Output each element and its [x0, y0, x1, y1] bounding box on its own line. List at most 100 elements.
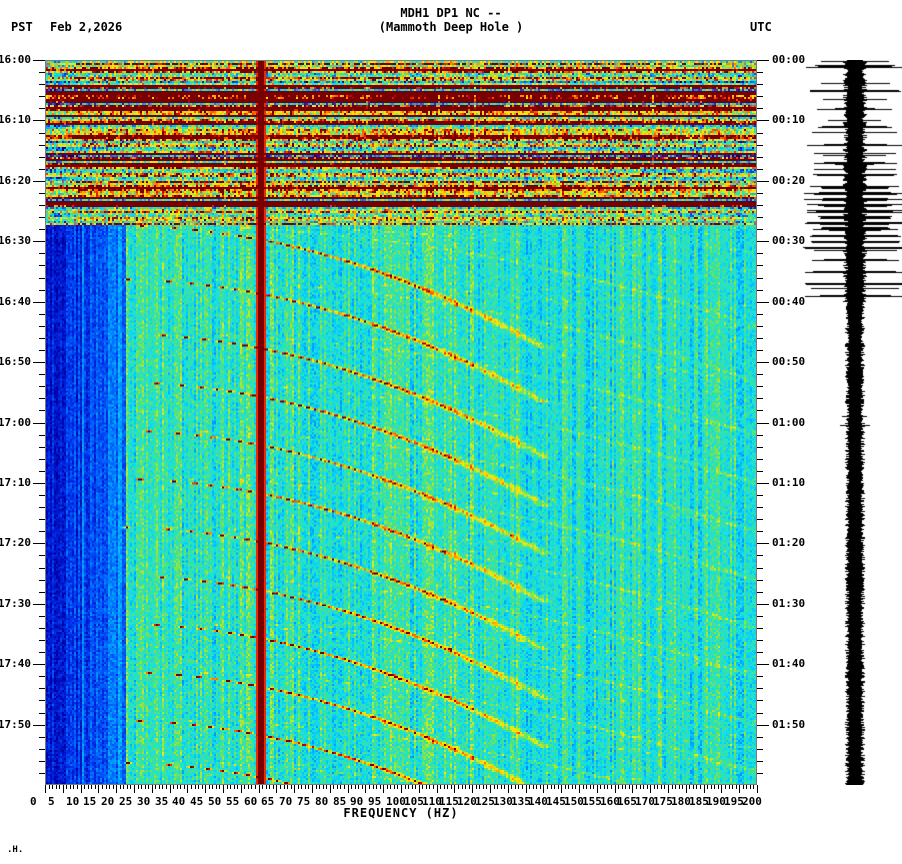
axis-tick	[102, 785, 103, 789]
axis-tick	[166, 785, 167, 789]
axis-tick	[88, 785, 89, 789]
time-label-pst-10: 17:40	[0, 657, 31, 670]
spectrogram-image	[46, 61, 756, 784]
axis-tick	[33, 60, 45, 61]
axis-tick	[757, 108, 763, 109]
time-label-pst-1: 16:10	[0, 113, 31, 126]
axis-tick	[757, 410, 763, 411]
axis-tick	[63, 785, 64, 793]
axis-tick	[212, 785, 213, 789]
axis-tick	[33, 241, 45, 242]
axis-tick	[479, 785, 480, 789]
axis-tick	[551, 785, 552, 789]
axis-tick	[123, 785, 124, 789]
axis-tick	[365, 785, 366, 793]
axis-tick	[757, 278, 763, 279]
axis-tick	[323, 785, 324, 789]
axis-tick	[469, 785, 470, 789]
axis-tick	[757, 60, 769, 61]
axis-tick	[757, 628, 763, 629]
axis-tick	[148, 785, 149, 789]
axis-tick	[679, 785, 680, 789]
time-label-pst-6: 17:00	[0, 416, 31, 429]
axis-tick	[757, 398, 763, 399]
axis-tick	[440, 785, 441, 789]
axis-tick	[419, 785, 420, 793]
axis-tick	[394, 785, 395, 789]
axis-tick	[757, 543, 769, 544]
axis-tick	[472, 785, 473, 793]
axis-tick	[757, 519, 763, 520]
axis-tick	[540, 785, 541, 789]
axis-tick	[757, 495, 763, 496]
time-label-pst-2: 16:20	[0, 174, 31, 187]
axis-tick	[590, 785, 591, 789]
header-bar: PST Feb 2,2026 MDH1 DP1 NC -- (Mammoth D…	[0, 0, 902, 48]
axis-tick	[757, 362, 769, 363]
axis-tick	[746, 785, 747, 789]
axis-tick	[700, 785, 701, 789]
axis-tick	[447, 785, 448, 789]
axis-tick	[757, 616, 763, 617]
axis-tick	[757, 350, 763, 351]
axis-tick	[483, 785, 484, 789]
axis-tick	[572, 785, 573, 789]
axis-tick	[672, 785, 673, 789]
axis-tick	[33, 302, 45, 303]
seismogram-trace-panel[interactable]	[800, 60, 902, 785]
axis-tick	[583, 785, 584, 789]
axis-tick	[757, 604, 769, 605]
axis-tick	[337, 785, 338, 789]
axis-tick	[237, 785, 238, 789]
axis-tick	[533, 785, 534, 789]
axis-tick	[191, 785, 192, 789]
axis-tick	[251, 785, 252, 789]
axis-tick	[753, 785, 754, 789]
axis-tick	[561, 785, 562, 793]
axis-tick	[476, 785, 477, 789]
axis-tick	[98, 785, 99, 793]
axis-tick	[757, 326, 763, 327]
spectrogram-plot[interactable]	[45, 60, 757, 785]
time-label-pst-11: 17:50	[0, 718, 31, 731]
axis-tick	[269, 785, 270, 789]
axis-tick	[682, 785, 683, 789]
axis-tick	[397, 785, 398, 789]
axis-tick	[195, 785, 196, 789]
axis-tick	[611, 785, 612, 789]
axis-tick	[757, 72, 763, 73]
station-code-title: MDH1 DP1 NC --	[400, 6, 502, 20]
time-label-pst-7: 17:10	[0, 476, 31, 489]
axis-tick	[141, 785, 142, 789]
axis-tick	[56, 785, 57, 789]
axis-tick	[344, 785, 345, 789]
axis-tick	[380, 785, 381, 789]
axis-tick	[575, 785, 576, 789]
axis-tick	[508, 785, 509, 793]
axis-tick	[429, 785, 430, 789]
axis-tick	[714, 785, 715, 789]
axis-tick	[526, 785, 527, 793]
axis-tick	[757, 568, 763, 569]
axis-tick	[757, 265, 763, 266]
axis-tick	[109, 785, 110, 789]
axis-tick	[693, 785, 694, 789]
axis-tick	[704, 785, 705, 793]
axis-tick	[547, 785, 548, 789]
axis-tick	[84, 785, 85, 789]
axis-tick	[615, 785, 616, 793]
axis-tick	[52, 785, 53, 789]
axis-tick	[433, 785, 434, 789]
axis-tick	[298, 785, 299, 789]
axis-tick	[625, 785, 626, 789]
axis-tick	[757, 652, 763, 653]
axis-tick	[180, 785, 181, 789]
frequency-axis-title: FREQUENCY (HZ)	[0, 806, 902, 820]
axis-tick	[405, 785, 406, 789]
axis-tick	[387, 785, 388, 789]
axis-tick	[490, 785, 491, 793]
axis-tick	[362, 785, 363, 789]
axis-tick	[650, 785, 651, 793]
axis-tick	[219, 785, 220, 789]
axis-tick	[757, 676, 763, 677]
